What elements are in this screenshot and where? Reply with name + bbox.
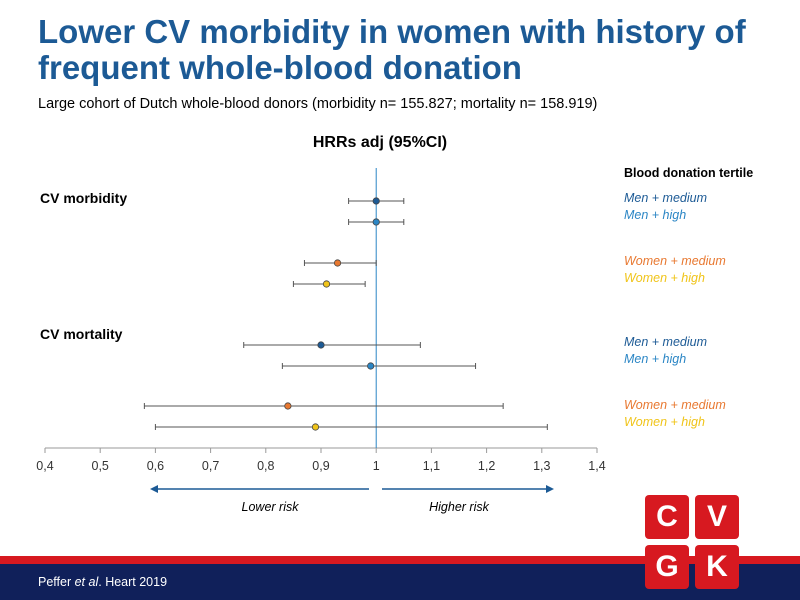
citation-et-al: et al (74, 575, 99, 589)
hr-point (322, 280, 331, 288)
legend-entry-mortality-women-high: Women + high (624, 415, 705, 429)
forest-plot: 0,4 0,5 0,6 0,7 0,8 0,9 1 1,1 1,2 1,3 1,4 Lower ris… (36, 168, 606, 514)
hr-point (333, 259, 342, 267)
hr-point (317, 341, 325, 349)
citation-authors: Peffer (38, 575, 75, 589)
x-tick-label: 1,2 (478, 459, 495, 473)
legend-entry-mortality-men-medium: Men + medium (624, 335, 708, 349)
hr-point (284, 402, 292, 410)
hr-point (367, 362, 375, 370)
logo-letter-c: C (645, 495, 689, 539)
group-label-cv-mortality: CV mortality (40, 326, 123, 342)
legend-entry-mortality-men-high: Men + high (624, 352, 687, 366)
x-tick-label: 1 (373, 459, 380, 473)
hr-point (372, 218, 380, 226)
hr-point (372, 197, 380, 205)
lower-risk-label: Lower risk (242, 500, 300, 514)
legend-entry-morbidity-women-high: Women + high (624, 271, 705, 285)
x-tick-label: 1,4 (588, 459, 605, 473)
chart-title: HRRs adj (95%CI) (312, 134, 448, 151)
x-tick-label: 0,7 (202, 459, 219, 473)
slide-subtitle: Large cohort of Dutch whole-blood donors… (38, 96, 598, 112)
logo-letter-g: G (645, 545, 689, 589)
citation: Peffer et al. Heart 2019 (38, 575, 167, 589)
legend-entry-mortality-women-medium: Women + medium (624, 398, 726, 412)
legend-entry-morbidity-men-high: Men + high (624, 208, 687, 222)
x-tick-label: 0,6 (147, 459, 164, 473)
x-tick-label: 0,9 (312, 459, 329, 473)
citation-journal: . Heart 2019 (98, 575, 168, 589)
cvgk-logo: C V G K (645, 495, 741, 591)
x-tick-label: 0,4 (36, 459, 53, 473)
hr-point (311, 423, 320, 431)
legend-title: Blood donation tertile (624, 166, 754, 180)
x-tick-label: 0,5 (92, 459, 109, 473)
legend-entry-morbidity-women-medium: Women + medium (624, 254, 726, 268)
x-tick-label: 0,8 (257, 459, 274, 473)
logo-letter-k: K (695, 545, 739, 589)
slide-title: Lower CV morbidity in women with history… (38, 13, 746, 86)
x-tick-label: 1,1 (423, 459, 440, 473)
group-label-cv-morbidity: CV morbidity (40, 190, 128, 206)
logo-letter-v: V (695, 495, 739, 539)
footer-red-stripe (0, 556, 800, 564)
legend-entry-morbidity-men-medium: Men + medium (624, 191, 708, 205)
higher-risk-label: Higher risk (429, 500, 489, 514)
x-tick-label: 1,3 (533, 459, 550, 473)
